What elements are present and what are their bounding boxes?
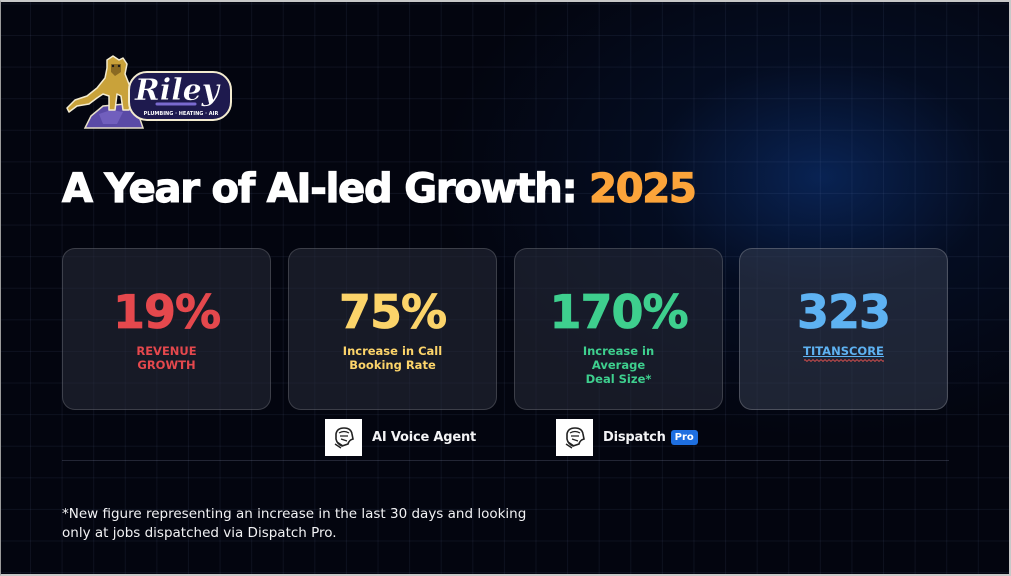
metric-label: Increase in Average Deal Size* [545,344,692,386]
metric-label-line: REVENUE [136,344,197,358]
metric-card-titanscore: 323 TITANSCORE [739,248,948,410]
titan-helmet-icon [556,418,593,456]
product-name: AI Voice Agent [372,429,477,445]
titan-helmet-icon [325,418,362,456]
svg-text:Riley: Riley [134,73,222,108]
riley-logo: Riley PLUMBING · HEATING · AIR [63,54,235,132]
metric-label-line: Average [591,358,646,372]
metric-card-revenue-growth: 19% REVENUE GROWTH [62,248,271,410]
metric-card-average-deal-size: 170% Increase in Average Deal Size* [514,248,723,410]
page-title: A Year of AI-led Growth: 2025 [61,165,698,213]
titanscore-label: TITANSCORE [803,344,884,358]
metric-value: 75% [338,285,448,340]
metric-value: 170% [549,285,689,340]
metric-label: REVENUE GROWTH [93,344,240,372]
metric-label-line: GROWTH [137,358,196,372]
footnote-line: *New figure representing an increase in … [62,506,527,522]
metric-value: 19% [112,285,222,340]
divider [62,460,949,461]
cougar-icon: Riley PLUMBING · HEATING · AIR [66,55,232,129]
product-ai-voice-agent: AI Voice Agent [325,418,476,456]
title-year: 2025 [589,165,698,212]
metric-value: 323 [796,285,892,340]
metric-label: TITANSCORE [770,344,917,362]
metric-label-line: Booking Rate [349,358,436,372]
footnote-line: only at jobs dispatched via Dispatch Pro… [62,525,337,541]
metric-label-line: Deal Size* [585,372,652,386]
svg-text:PLUMBING · HEATING · AIR: PLUMBING · HEATING · AIR [144,111,219,117]
metric-label: Increase in Call Booking Rate [319,344,466,372]
metric-card-call-booking-rate: 75% Increase in Call Booking Rate [288,248,497,410]
footnote: *New figure representing an increase in … [62,505,562,543]
pro-badge: Pro [670,429,698,445]
metric-label-line: Increase in [582,344,655,358]
title-text: A Year of AI-led Growth: [61,165,590,212]
spellcheck-squiggle-icon [803,359,884,362]
metric-label-line: Increase in Call [342,344,443,358]
product-dispatch-pro: Dispatch Pro [556,418,698,456]
product-name: Dispatch [603,429,666,445]
